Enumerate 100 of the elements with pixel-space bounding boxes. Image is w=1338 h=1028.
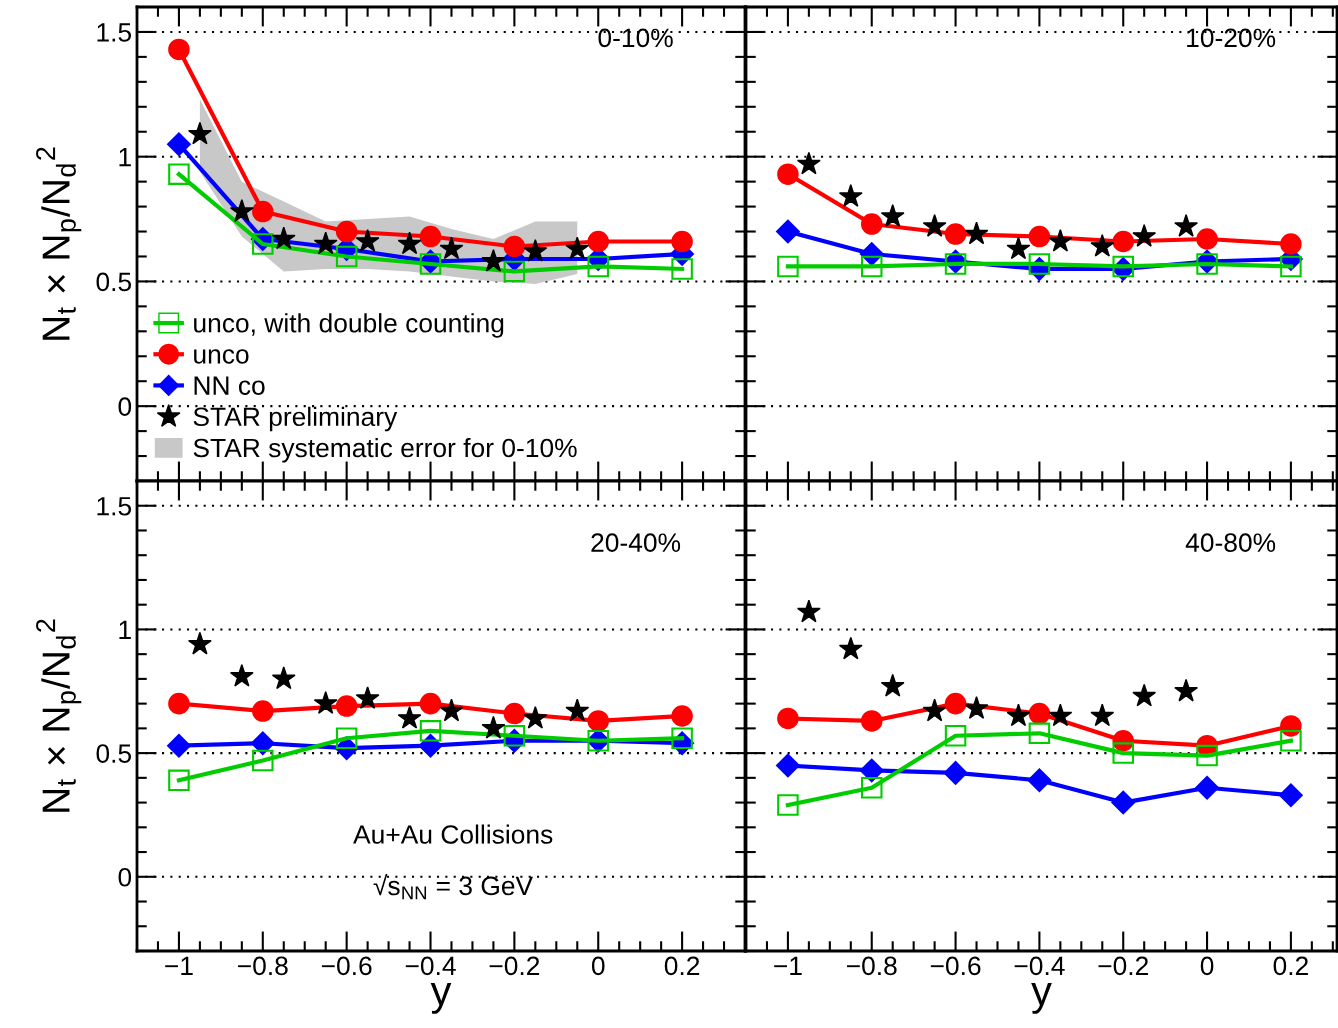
x-tick-label: −0.6	[930, 956, 981, 976]
point	[1027, 768, 1052, 793]
point	[860, 776, 883, 799]
point	[1028, 702, 1051, 725]
point	[503, 260, 526, 283]
x-tick-label: 0	[591, 956, 605, 976]
point	[1112, 230, 1134, 253]
legend-label: unco, with double counting	[194, 313, 504, 338]
point	[523, 238, 548, 262]
legend-label: STAR preliminary	[193, 406, 398, 432]
annotation: 20-40%	[591, 533, 681, 552]
point	[252, 233, 274, 255]
point	[671, 258, 693, 280]
point	[944, 692, 967, 715]
point	[922, 214, 947, 237]
x-tick-label: 0	[1200, 956, 1214, 976]
point	[1196, 228, 1218, 250]
legend-label: STAR systematic error for 0-10%	[193, 437, 577, 463]
point	[1028, 253, 1051, 275]
point	[944, 725, 967, 747]
x-tick-label: −0.2	[489, 956, 540, 976]
point	[859, 758, 884, 783]
y-tick-label: 1.5	[97, 23, 132, 42]
point	[397, 231, 422, 255]
point	[943, 761, 968, 785]
point	[838, 184, 863, 207]
point	[335, 245, 358, 268]
legend-label: NN co	[194, 376, 265, 395]
x-tick-label: −0.4	[1014, 956, 1065, 976]
y-tick-label: 1.5	[97, 497, 132, 516]
y-tick-label: 0.5	[96, 744, 132, 763]
point	[1112, 742, 1134, 764]
point	[1006, 236, 1031, 260]
point	[187, 121, 212, 145]
point	[1048, 703, 1073, 727]
annotation: 40-80%	[1185, 533, 1276, 552]
point	[1174, 678, 1199, 702]
point	[777, 255, 799, 278]
point	[880, 673, 905, 697]
point	[776, 753, 800, 778]
point	[944, 223, 967, 245]
point	[252, 200, 274, 223]
annotation: 0-10%	[598, 28, 673, 48]
point	[587, 255, 609, 278]
point	[880, 204, 905, 227]
point	[964, 221, 989, 245]
y-axis-title: N$_{t}$ × N$_{p}$/N$_{d}$$^{2}$	[36, 619, 82, 812]
point	[1028, 722, 1051, 745]
point	[1280, 233, 1302, 255]
x-axis-title: y	[1031, 983, 1052, 1014]
x-tick-label: −1	[774, 956, 802, 975]
point	[481, 248, 506, 272]
y-tick-label: 0.5	[96, 272, 132, 292]
point	[587, 230, 609, 253]
point	[1196, 744, 1218, 767]
point	[777, 794, 799, 816]
point	[922, 698, 947, 722]
point	[796, 599, 821, 623]
point	[167, 132, 191, 157]
x-tick-label: 0.2	[664, 956, 700, 976]
point	[335, 220, 358, 243]
point	[860, 213, 883, 235]
x-tick-label: −0.8	[847, 956, 897, 976]
x-tick-label: −0.8	[238, 956, 288, 976]
point	[1006, 703, 1031, 727]
point	[1280, 729, 1302, 752]
x-tick-label: −0.6	[321, 956, 372, 976]
point	[777, 707, 799, 730]
point	[776, 219, 800, 244]
y-tick-label: 0	[118, 397, 132, 416]
point	[964, 696, 989, 719]
y-tick-label: 0	[118, 867, 132, 887]
point	[1195, 775, 1219, 800]
point	[565, 236, 590, 260]
y-tick-label: 1	[119, 148, 131, 167]
x-tick-label: −1	[165, 956, 193, 975]
annotation: Au+Au Collisions	[353, 824, 553, 844]
point	[168, 38, 190, 61]
point	[796, 151, 821, 175]
point	[860, 255, 883, 278]
point	[168, 163, 190, 185]
x-axis-title: y	[430, 983, 452, 1014]
point	[1174, 214, 1199, 237]
point	[1280, 255, 1302, 278]
x-tick-label: −0.4	[405, 956, 456, 976]
point	[1132, 683, 1157, 707]
point	[271, 226, 296, 250]
point	[503, 235, 526, 258]
point	[1279, 783, 1303, 807]
point	[419, 225, 442, 248]
point	[313, 231, 338, 255]
point	[355, 229, 380, 252]
point	[1132, 224, 1157, 247]
x-tick-label: 0.2	[1273, 956, 1308, 976]
y-tick-label: 1	[119, 620, 131, 639]
point	[229, 199, 254, 222]
point	[1028, 225, 1051, 248]
point	[838, 636, 863, 660]
point	[1090, 233, 1115, 257]
annotation: √s$_{NN}$ = 3 GeV	[373, 874, 534, 900]
